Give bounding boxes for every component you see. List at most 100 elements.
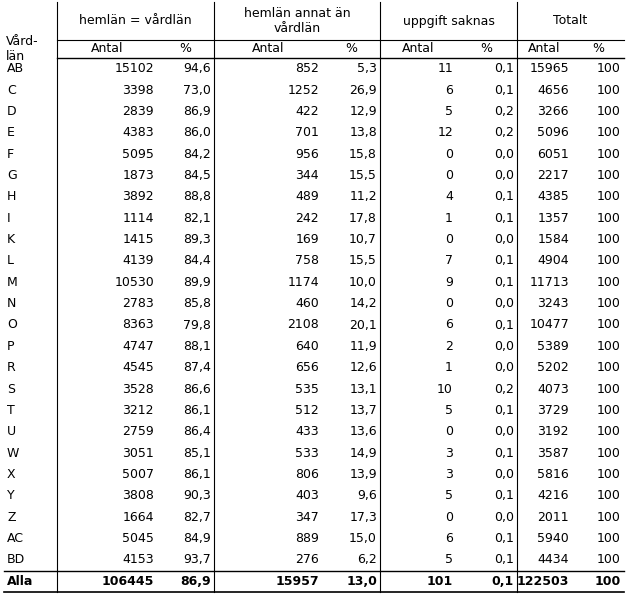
Text: 5: 5 (445, 105, 453, 118)
Text: 100: 100 (597, 233, 621, 246)
Text: 3729: 3729 (538, 404, 569, 417)
Text: 9,6: 9,6 (357, 489, 377, 502)
Text: 2108: 2108 (287, 318, 319, 331)
Text: 13,8: 13,8 (349, 126, 377, 139)
Text: 2217: 2217 (538, 169, 569, 182)
Text: 10,0: 10,0 (349, 276, 377, 289)
Text: W: W (7, 446, 19, 460)
Text: 0,1: 0,1 (494, 254, 514, 268)
Text: 100: 100 (595, 575, 621, 588)
Text: 344: 344 (295, 169, 319, 182)
Text: 100: 100 (597, 254, 621, 268)
Text: uppgift saknas: uppgift saknas (403, 14, 494, 27)
Text: 87,4: 87,4 (183, 361, 211, 374)
Text: 0,0: 0,0 (494, 426, 514, 438)
Text: 1415: 1415 (122, 233, 154, 246)
Text: 0,1: 0,1 (494, 212, 514, 225)
Text: H: H (7, 190, 16, 203)
Text: 3398: 3398 (122, 83, 154, 97)
Text: 84,4: 84,4 (183, 254, 211, 268)
Text: 0: 0 (445, 148, 453, 160)
Text: 806: 806 (295, 468, 319, 481)
Text: 86,9: 86,9 (180, 575, 211, 588)
Text: 5095: 5095 (122, 148, 154, 160)
Text: 5: 5 (445, 489, 453, 502)
Text: 11713: 11713 (529, 276, 569, 289)
Text: 347: 347 (295, 511, 319, 524)
Text: K: K (7, 233, 15, 246)
Text: 4904: 4904 (538, 254, 569, 268)
Text: 100: 100 (597, 426, 621, 438)
Text: 0,0: 0,0 (494, 148, 514, 160)
Text: 758: 758 (295, 254, 319, 268)
Text: 6: 6 (445, 532, 453, 545)
Text: 0,2: 0,2 (494, 126, 514, 139)
Text: Alla: Alla (7, 575, 33, 588)
Text: 0,1: 0,1 (494, 276, 514, 289)
Text: 86,4: 86,4 (183, 426, 211, 438)
Text: 0,1: 0,1 (494, 190, 514, 203)
Text: 100: 100 (597, 62, 621, 75)
Text: 100: 100 (597, 383, 621, 396)
Text: 3051: 3051 (122, 446, 154, 460)
Text: 86,1: 86,1 (183, 404, 211, 417)
Text: 82,1: 82,1 (183, 212, 211, 225)
Text: 5: 5 (445, 404, 453, 417)
Text: 5940: 5940 (537, 532, 569, 545)
Text: 5389: 5389 (537, 340, 569, 353)
Text: 13,1: 13,1 (349, 383, 377, 396)
Text: 433: 433 (295, 426, 319, 438)
Text: 4: 4 (445, 190, 453, 203)
Text: hemlän annat än
vårdlän: hemlän annat än vårdlän (244, 7, 350, 35)
Text: 94,6: 94,6 (183, 62, 211, 75)
Text: 20,1: 20,1 (349, 318, 377, 331)
Text: 73,0: 73,0 (183, 83, 211, 97)
Text: C: C (7, 83, 16, 97)
Text: 1252: 1252 (288, 83, 319, 97)
Text: 1: 1 (445, 361, 453, 374)
Text: Vård-
län: Vård- län (6, 35, 39, 63)
Text: 512: 512 (295, 404, 319, 417)
Text: E: E (7, 126, 15, 139)
Text: 701: 701 (295, 126, 319, 139)
Text: 85,1: 85,1 (183, 446, 211, 460)
Text: 100: 100 (597, 511, 621, 524)
Text: 0,1: 0,1 (494, 532, 514, 545)
Text: 79,8: 79,8 (183, 318, 211, 331)
Text: 4153: 4153 (122, 554, 154, 566)
Text: 100: 100 (597, 446, 621, 460)
Text: 85,8: 85,8 (183, 297, 211, 310)
Text: 100: 100 (597, 340, 621, 353)
Text: 0: 0 (445, 511, 453, 524)
Text: 4383: 4383 (122, 126, 154, 139)
Text: 0,1: 0,1 (494, 404, 514, 417)
Text: 3243: 3243 (538, 297, 569, 310)
Text: %: % (592, 42, 604, 55)
Text: 3587: 3587 (537, 446, 569, 460)
Text: 0,1: 0,1 (494, 489, 514, 502)
Text: 0,1: 0,1 (492, 575, 514, 588)
Text: S: S (7, 383, 15, 396)
Text: 3212: 3212 (122, 404, 154, 417)
Text: 4747: 4747 (122, 340, 154, 353)
Text: 84,5: 84,5 (183, 169, 211, 182)
Text: AB: AB (7, 62, 24, 75)
Text: 14,2: 14,2 (349, 297, 377, 310)
Text: 0,0: 0,0 (494, 169, 514, 182)
Text: 1873: 1873 (122, 169, 154, 182)
Text: 169: 169 (295, 233, 319, 246)
Text: 4434: 4434 (538, 554, 569, 566)
Text: 100: 100 (597, 489, 621, 502)
Text: 15,8: 15,8 (349, 148, 377, 160)
Text: 13,6: 13,6 (349, 426, 377, 438)
Text: X: X (7, 468, 16, 481)
Text: 5816: 5816 (537, 468, 569, 481)
Text: 88,1: 88,1 (183, 340, 211, 353)
Text: 1357: 1357 (537, 212, 569, 225)
Text: 2759: 2759 (122, 426, 154, 438)
Text: 9: 9 (445, 276, 453, 289)
Text: 5,3: 5,3 (357, 62, 377, 75)
Text: 0,0: 0,0 (494, 297, 514, 310)
Text: 0: 0 (445, 169, 453, 182)
Text: 82,7: 82,7 (183, 511, 211, 524)
